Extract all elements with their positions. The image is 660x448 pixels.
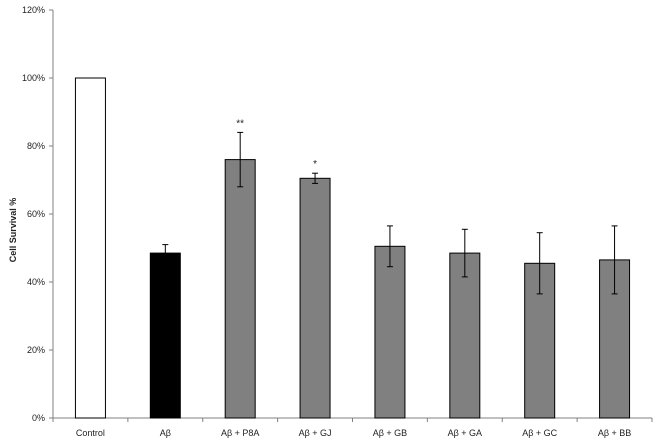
y-tick-label: 60% — [27, 209, 45, 219]
category-label: Aβ + GB — [373, 428, 407, 438]
category-label: Aβ + GA — [448, 428, 482, 438]
labels-layer: 0% 20% 40% 60% 80% 100% 120% Control Aβ ** Aβ + P8… — [22, 5, 631, 438]
bar — [449, 252, 481, 419]
y-tick-label: 20% — [27, 345, 45, 355]
significance-marker: * — [313, 159, 317, 170]
bar — [224, 159, 256, 419]
category-label: Aβ — [160, 428, 171, 438]
significance-marker: ** — [236, 118, 244, 129]
category-label: Aβ + GJ — [299, 428, 332, 438]
bar — [149, 252, 181, 419]
y-tick-label: 40% — [27, 277, 45, 287]
y-tick-label: 0% — [32, 413, 45, 423]
bars-layer — [74, 77, 631, 419]
bar — [374, 245, 406, 419]
y-tick-label: 100% — [22, 73, 45, 83]
axes-layer — [49, 9, 653, 422]
y-axis-title: Cell Survival % — [8, 198, 18, 263]
bar — [74, 77, 106, 419]
category-label: Aβ + BB — [598, 428, 631, 438]
category-label: Aβ + P8A — [221, 428, 259, 438]
category-label: Aβ + GC — [522, 428, 557, 438]
error-bars-layer — [162, 131, 618, 295]
y-tick-label: 80% — [27, 141, 45, 151]
category-label: Control — [76, 428, 105, 438]
bar — [299, 177, 331, 419]
y-tick-label: 120% — [22, 5, 45, 15]
